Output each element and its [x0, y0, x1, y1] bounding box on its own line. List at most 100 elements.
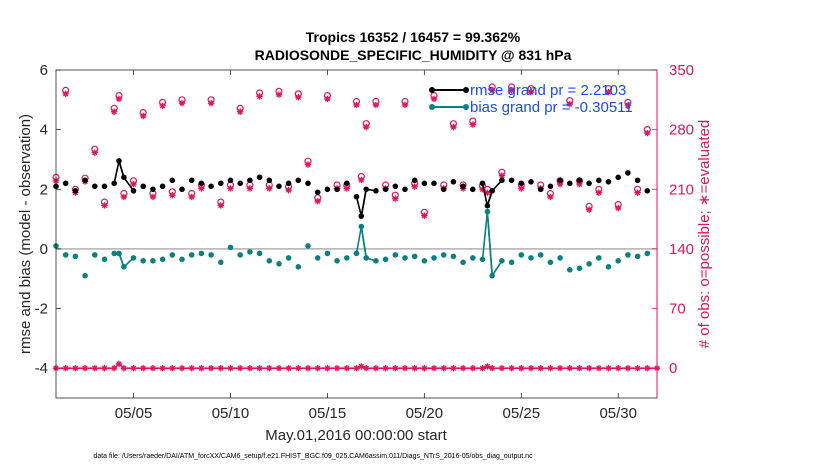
y2-tick-label: 140 — [669, 241, 694, 258]
obs-evaluated-marker — [585, 206, 593, 213]
rmse-marker — [567, 180, 573, 187]
obs-rejected-marker — [411, 364, 418, 372]
obs-evaluated-marker — [479, 186, 486, 193]
obs-evaluated-marker — [285, 186, 292, 194]
obs-evaluated-marker — [411, 183, 418, 190]
bias-marker — [421, 258, 428, 264]
rmse-marker — [499, 177, 505, 184]
obs-evaluated-marker — [149, 193, 157, 201]
obs-rejected-marker — [498, 364, 506, 372]
rmse-marker — [576, 177, 583, 184]
obs-evaluated-marker — [489, 87, 496, 94]
obs-evaluated-marker — [140, 112, 147, 120]
rmse-marker — [625, 170, 631, 176]
rmse-marker — [431, 180, 437, 187]
rmse-marker — [188, 177, 195, 184]
obs-rejected-marker — [333, 364, 341, 372]
rmse-marker — [634, 177, 641, 184]
obs-rejected-marker — [81, 364, 89, 372]
obs-evaluated-marker — [130, 180, 137, 188]
obs-evaluated-marker — [324, 95, 331, 103]
bias-marker — [634, 253, 641, 260]
rmse-marker — [150, 186, 156, 193]
rmse-marker — [382, 186, 389, 193]
bias-marker — [198, 250, 205, 257]
obs-rejected-marker — [615, 364, 622, 372]
rmse-marker — [121, 174, 127, 181]
bias-marker — [72, 253, 79, 260]
obs-rejected-marker — [362, 364, 370, 372]
obs-rejected-marker — [576, 364, 583, 372]
obs-rejected-marker — [275, 364, 283, 372]
obs-evaluated-marker — [275, 91, 283, 98]
bias-line — [360, 226, 367, 258]
rmse-marker — [72, 188, 79, 194]
obs-evaluated-marker — [91, 149, 98, 156]
plot-area — [56, 70, 657, 398]
bias-marker — [363, 255, 370, 261]
obs-rejected-marker — [324, 364, 331, 372]
bias-line — [355, 226, 363, 254]
bias-marker — [576, 265, 583, 272]
bias-marker — [450, 253, 457, 260]
y2-axis-label: # of obs: o=possible; ∗=evaluated — [696, 120, 713, 349]
x-tick-label: 05/20 — [406, 405, 444, 422]
bias-marker — [130, 255, 137, 261]
bias-marker — [276, 261, 282, 267]
obs-evaluated-marker — [358, 176, 365, 184]
bias-marker — [484, 208, 491, 215]
y2-tick-label: 70 — [669, 301, 686, 318]
rmse-marker — [266, 177, 273, 184]
obs-evaluated-marker — [644, 129, 651, 137]
obs-rejected-marker — [120, 364, 128, 372]
bias-marker — [557, 255, 563, 261]
obs-evaluated-marker — [256, 93, 263, 100]
bias-marker — [111, 250, 117, 257]
rmse-marker — [557, 177, 563, 184]
bias-marker — [537, 252, 544, 258]
bias-marker — [644, 250, 651, 257]
bias-marker — [82, 272, 88, 279]
rmse-marker — [450, 179, 457, 185]
rmse-marker — [130, 188, 137, 194]
obs-rejected-marker — [304, 364, 312, 372]
bias-marker — [179, 256, 185, 263]
bias-marker — [358, 223, 365, 230]
obs-evaluated-marker — [634, 189, 641, 196]
obs-rejected-marker — [547, 364, 554, 372]
obs-evaluated-marker — [159, 102, 166, 109]
x-tick-label: 05/05 — [115, 405, 153, 422]
obs-evaluated-marker — [178, 100, 186, 107]
rmse-marker — [305, 180, 311, 187]
obs-rejected-marker — [595, 364, 603, 372]
obs-evaluated-marker — [576, 180, 583, 188]
bias-marker — [62, 252, 69, 258]
legend-bias-marker-left — [429, 104, 435, 110]
rmse-marker — [285, 180, 292, 187]
bias-marker — [605, 264, 612, 270]
rmse-marker — [208, 183, 214, 190]
obs-evaluated-marker — [372, 101, 380, 109]
bias-marker — [344, 255, 350, 261]
obs-evaluated-marker — [236, 108, 244, 115]
obs-rejected-marker — [401, 364, 409, 372]
bias-marker — [92, 252, 98, 258]
bias-marker — [295, 264, 302, 270]
rmse-line — [481, 183, 489, 206]
obs-rejected-marker — [459, 364, 467, 372]
obs-rejected-marker — [159, 364, 166, 372]
obs-evaluated-marker — [304, 161, 312, 168]
obs-rejected-marker — [358, 363, 365, 370]
rmse-marker — [484, 202, 491, 209]
y-tick-label: 4 — [40, 122, 48, 139]
rmse-marker — [314, 189, 321, 196]
rmse-marker — [518, 180, 525, 187]
tick-labels: 05/05 05/10 05/15 05/20 05/25 05/30 -4 -2 0 2 4 6 0 7… — [35, 62, 694, 422]
obs-evaluated-marker — [169, 192, 176, 199]
bias-marker — [140, 258, 146, 264]
rmse-marker — [528, 179, 534, 185]
obs-rejected-marker — [101, 364, 108, 372]
obs-evaluated-marker — [362, 123, 370, 131]
bias-marker — [440, 252, 447, 258]
obs-rejected-marker — [115, 360, 123, 368]
